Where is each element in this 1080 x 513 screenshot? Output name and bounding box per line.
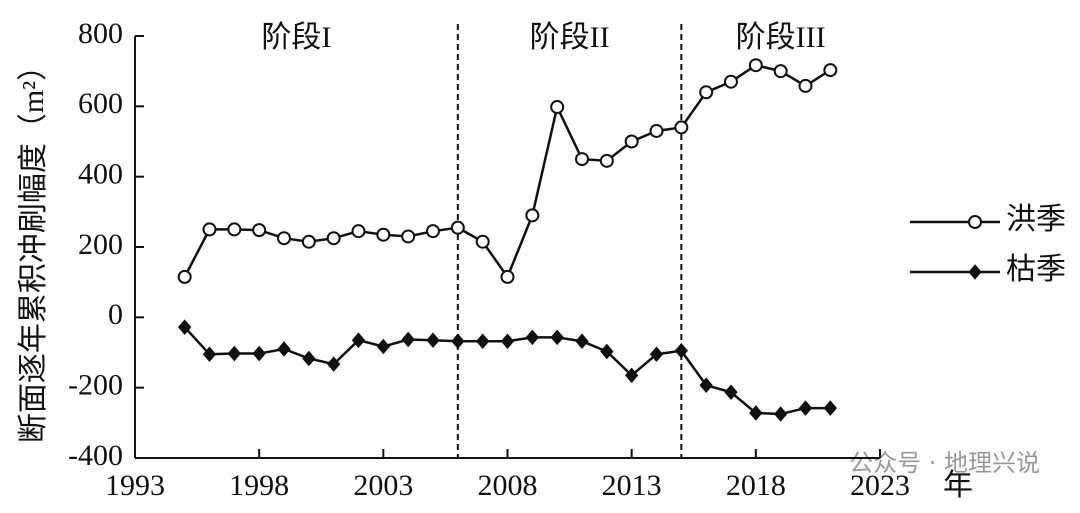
x-axis-title: 年 <box>943 469 973 502</box>
point <box>401 229 416 244</box>
point <box>749 405 763 421</box>
y-tick-label: 800 <box>78 17 123 50</box>
point <box>277 341 291 357</box>
point <box>575 333 589 350</box>
point <box>302 350 316 367</box>
point <box>699 377 713 393</box>
point <box>699 85 714 100</box>
point <box>525 329 539 346</box>
y-tick-label: 0 <box>108 298 123 331</box>
stage-label: 阶段I <box>261 21 331 54</box>
legend-label: 枯季 <box>1006 253 1066 286</box>
point <box>724 74 738 89</box>
point <box>426 224 440 239</box>
point <box>798 400 813 416</box>
point <box>327 356 341 372</box>
y-tick-label: -200 <box>68 369 123 402</box>
point <box>500 333 515 350</box>
stage-label: 阶段III <box>736 21 826 54</box>
y-tick-label: -400 <box>68 439 123 472</box>
point <box>773 64 788 79</box>
point <box>376 338 390 355</box>
y-axis-title: 断面逐年累积冲刷幅度（m²） <box>17 51 50 443</box>
stage-label: 阶段II <box>530 21 610 54</box>
point <box>500 269 515 284</box>
point <box>823 400 837 416</box>
point <box>674 120 689 135</box>
point <box>525 208 540 223</box>
point <box>674 342 688 359</box>
point <box>401 331 415 348</box>
x-tick-label: 2003 <box>353 469 413 502</box>
point <box>376 227 391 242</box>
series-line <box>183 63 832 280</box>
x-tick-label: 1993 <box>105 469 165 502</box>
point <box>177 269 192 284</box>
point <box>649 346 664 363</box>
y-tick-label: 200 <box>78 228 123 261</box>
point <box>625 367 639 384</box>
point <box>798 78 813 93</box>
point <box>301 234 316 249</box>
point <box>351 224 366 239</box>
point <box>252 223 267 238</box>
point <box>277 231 291 246</box>
point <box>724 384 738 401</box>
y-tick-label: 600 <box>78 87 123 120</box>
point <box>550 329 564 346</box>
point <box>351 332 366 348</box>
point <box>624 134 639 149</box>
point <box>475 234 490 249</box>
point <box>748 58 763 73</box>
legend-marker <box>968 215 982 229</box>
point <box>450 220 465 235</box>
point <box>451 333 465 350</box>
point <box>476 333 490 350</box>
legend-marker <box>968 264 982 280</box>
x-tick-label: 2018 <box>726 469 786 502</box>
x-tick-label: 2008 <box>478 469 538 502</box>
point <box>774 406 788 422</box>
point <box>649 123 664 138</box>
point <box>202 222 217 237</box>
point <box>600 343 614 360</box>
point <box>550 100 565 115</box>
point <box>227 345 241 362</box>
x-tick-label: 1998 <box>229 469 289 502</box>
point <box>178 319 192 335</box>
point <box>599 153 614 168</box>
point <box>426 332 440 348</box>
point <box>823 63 838 78</box>
point <box>227 222 242 237</box>
point <box>252 345 266 362</box>
x-tick-label: 2023 <box>850 469 910 502</box>
x-tick-label: 2013 <box>602 469 662 502</box>
point <box>326 231 341 246</box>
y-tick-label: 400 <box>78 158 123 191</box>
legend-label: 洪季 <box>1006 203 1066 236</box>
point <box>575 152 589 167</box>
point <box>202 346 217 363</box>
